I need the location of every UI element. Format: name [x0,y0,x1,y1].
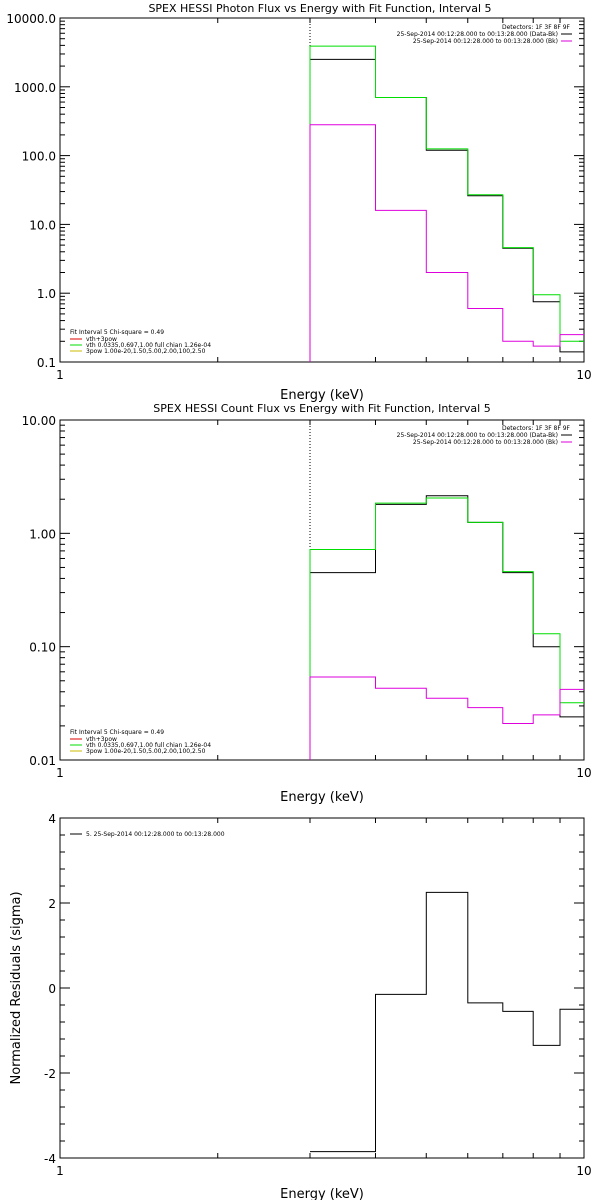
panel2-frame [59,419,585,761]
y-tick-label: 10.00 [22,414,56,428]
x-tick-label: 1 [56,766,64,780]
fit-entry-1: vth 0.0335,0.697,1.00 full chian 1.26e-0… [86,342,211,349]
fit-entry-2: 3pow 1.00e-20,1.50,5.00,2.00,100,2.50 [86,748,206,755]
panel2-xlabel: Energy (keV) [280,790,364,805]
fit-entry-2: 3pow 1.00e-20,1.50,5.00,2.00,100,2.50 [86,348,206,355]
fit-entry-0: vth+3pow [86,336,117,343]
y-tick-label: 1000.0 [14,81,56,95]
series-step-2 [309,124,584,362]
panel3-marks [310,891,584,1153]
panel3-ticks: 1 10 -4 -2 0 2 4 [44,812,592,1178]
y-tick-label: -2 [44,1067,56,1081]
series-step-1 [309,497,584,760]
series-step-0 [310,891,584,1153]
x-tick-label: 10 [576,368,591,382]
fit-entry-1: vth 0.0335,0.697,1.00 full chian 1.26e-0… [86,742,211,749]
legend-entry-data: 25-Sep-2014 00:12:28.000 to 00:13:28.000… [397,432,558,439]
y-tick-label: 10.0 [29,218,56,232]
panel1-legend-top: Detectors: 1F 3F 8F 9F 25-Sep-2014 00:12… [397,24,572,45]
legend-entry-bk: 25-Sep-2014 00:12:28.000 to 00:13:28.000… [413,439,558,446]
count-flux-panel: SPEX HESSI Count Flux vs Energy with Fit… [22,402,592,805]
panel2-title: SPEX HESSI Count Flux vs Energy with Fit… [153,402,490,415]
y-tick-label: 2 [48,897,56,911]
panel1-ticks: 1 10 0.1 1.0 10.0 100.0 1000.0 10000.0 [6,12,591,382]
y-tick-label: 0.01 [29,754,56,768]
y-tick-label: 1.00 [29,527,56,541]
legend-header: Detectors: 1F 3F 8F 9F [502,425,571,432]
legend-entry-bk: 25-Sep-2014 00:12:28.000 to 00:13:28.000… [413,38,558,45]
series-step-2 [309,676,584,760]
residual-legend-entry: 5. 25-Sep-2014 00:12:28.000 to 00:13:28.… [86,831,225,838]
panel1-legend-bottom: Fit Interval 5 Chi-square = 0.49 vth+3po… [70,329,211,355]
panel1-marks [309,18,584,362]
y-tick-label: 10000.0 [6,12,56,26]
panel2-legend-bottom: Fit Interval 5 Chi-square = 0.49 vth+3po… [70,729,211,755]
y-tick-label: 0 [48,982,56,996]
x-tick-label: 1 [56,368,64,382]
panel1-frame [59,17,585,363]
y-tick-label: 100.0 [22,150,56,164]
panel1-xlabel: Energy (keV) [280,388,364,403]
y-tick-label: 0.1 [37,356,56,370]
series-step-1 [309,45,584,362]
y-tick-label: 0.10 [29,641,56,655]
panel3-ylabel: Normalized Residuals (sigma) [9,891,24,1084]
panel2-legend-top: Detectors: 1F 3F 8F 9F 25-Sep-2014 00:12… [397,425,572,446]
photon-flux-panel: SPEX HESSI Photon Flux vs Energy with Fi… [6,2,591,403]
legend-header: Detectors: 1F 3F 8F 9F [502,24,571,31]
y-tick-label: 4 [48,812,56,826]
x-tick-label: 10 [576,1164,591,1178]
panel3-legend: 5. 25-Sep-2014 00:12:28.000 to 00:13:28.… [70,831,225,838]
residuals-panel: Energy (keV) Normalized Residuals (sigma… [9,812,592,1200]
x-tick-label: 1 [56,1164,64,1178]
y-tick-label: 1.0 [37,287,56,301]
legend-entry-data: 25-Sep-2014 00:12:28.000 to 00:13:28.000… [397,31,558,38]
fit-header: Fit Interval 5 Chi-square = 0.49 [70,329,164,336]
panel1-title: SPEX HESSI Photon Flux vs Energy with Fi… [148,2,491,15]
panel3-xlabel: Energy (keV) [280,1187,364,1200]
panel2-marks [309,420,584,760]
y-tick-label: -4 [44,1152,56,1166]
x-tick-label: 10 [576,766,591,780]
fit-header: Fit Interval 5 Chi-square = 0.49 [70,729,164,736]
fit-entry-0: vth+3pow [86,736,117,743]
